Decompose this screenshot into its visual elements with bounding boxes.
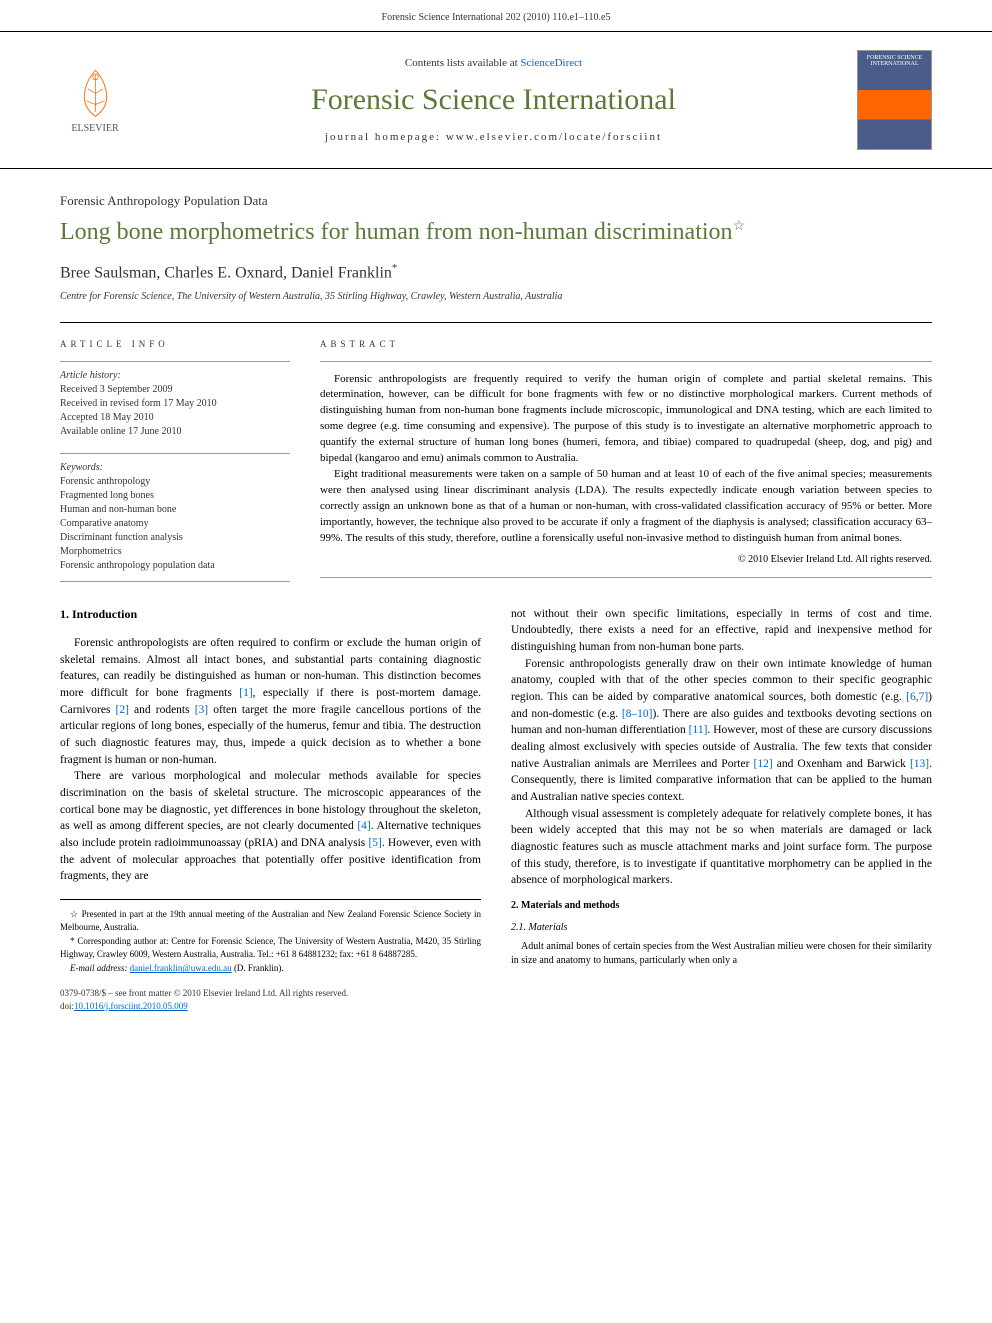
keyword-item: Comparative anatomy [60, 517, 290, 531]
footnote-email: E-mail address: daniel.franklin@uwa.edu.… [60, 962, 481, 975]
citation-link[interactable]: [1] [239, 687, 252, 699]
title-footnote-mark: ☆ [733, 219, 746, 234]
body-paragraph: Although visual assessment is completely… [511, 806, 932, 889]
contents-prefix: Contents lists available at [405, 57, 520, 69]
body-paragraph: Forensic anthropologists generally draw … [511, 656, 932, 806]
footnotes-block: ☆ Presented in part at the 19th annual m… [60, 899, 481, 975]
running-head: Forensic Science International 202 (2010… [0, 0, 992, 31]
history-label: Article history: [60, 370, 290, 381]
keyword-item: Human and non-human bone [60, 503, 290, 517]
history-item: Accepted 18 May 2010 [60, 411, 290, 425]
section-label: Forensic Anthropology Population Data [60, 193, 932, 209]
affiliation: Centre for Forensic Science, The Univers… [60, 291, 932, 302]
masthead-center: Contents lists available at ScienceDirec… [150, 57, 837, 143]
keyword-item: Fragmented long bones [60, 489, 290, 503]
left-column: 1. Introduction Forensic anthropologists… [60, 606, 481, 977]
body-paragraph: not without their own specific limitatio… [511, 606, 932, 656]
elsevier-tree-icon [68, 66, 123, 121]
abstract-heading: ABSTRACT [320, 339, 932, 349]
abstract-column: ABSTRACT Forensic anthropologists are fr… [320, 339, 932, 582]
history-item: Available online 17 June 2010 [60, 425, 290, 439]
section-heading-introduction: 1. Introduction [60, 606, 481, 623]
publisher-label: ELSEVIER [71, 123, 118, 134]
citation-link[interactable]: [2] [116, 704, 129, 716]
page-footer: 0379-0738/$ – see front matter © 2010 El… [0, 977, 992, 1032]
article-title: Long bone morphometrics for human from n… [60, 217, 932, 248]
citation-link[interactable]: [11] [689, 724, 708, 736]
abstract-paragraph: Forensic anthropologists are frequently … [320, 372, 932, 468]
footnote-star: ☆ Presented in part at the 19th annual m… [60, 908, 481, 933]
keyword-item: Morphometrics [60, 545, 290, 559]
citation-link[interactable]: [12] [754, 758, 773, 770]
contents-available-line: Contents lists available at ScienceDirec… [150, 57, 837, 69]
info-abstract-row: ARTICLE INFO Article history: Received 3… [60, 322, 932, 582]
citation-link[interactable]: [5] [368, 837, 381, 849]
journal-cover-thumbnail: FORENSIC SCIENCE INTERNATIONAL [857, 50, 932, 150]
section-heading-methods: 2. Materials and methods [511, 899, 932, 914]
corresponding-author-mark: * [392, 262, 398, 274]
doi-link[interactable]: 10.1016/j.forsciint.2010.05.009 [74, 1001, 188, 1011]
abstract-paragraph: Eight traditional measurements were take… [320, 467, 932, 547]
footer-doi-line: doi:10.1016/j.forsciint.2010.05.009 [60, 1000, 932, 1013]
history-item: Received in revised form 17 May 2010 [60, 397, 290, 411]
journal-homepage: journal homepage: www.elsevier.com/locat… [150, 131, 837, 143]
citation-link[interactable]: [3] [195, 704, 208, 716]
history-item: Received 3 September 2009 [60, 383, 290, 397]
right-column: not without their own specific limitatio… [511, 606, 932, 977]
email-label: E-mail address: [70, 963, 130, 973]
subsection-heading-materials: 2.1. Materials [511, 921, 932, 936]
article-history-block: Article history: Received 3 September 20… [60, 361, 290, 439]
citation-link[interactable]: [13] [910, 758, 929, 770]
body-paragraph: Forensic anthropologists are often requi… [60, 635, 481, 768]
article-front-matter: Forensic Anthropology Population Data Lo… [0, 169, 992, 582]
citation-link[interactable]: [6,7] [906, 691, 928, 703]
body-paragraph: There are various morphological and mole… [60, 768, 481, 885]
corresponding-email-link[interactable]: daniel.franklin@uwa.edu.au [130, 963, 232, 973]
keyword-item: Forensic anthropology population data [60, 559, 290, 573]
keyword-item: Discriminant function analysis [60, 531, 290, 545]
keywords-block: Keywords: Forensic anthropology Fragment… [60, 453, 290, 582]
body-paragraph: Adult animal bones of certain species fr… [511, 940, 932, 969]
footnote-corresponding: * Corresponding author at: Centre for Fo… [60, 935, 481, 960]
sciencedirect-link[interactable]: ScienceDirect [520, 57, 582, 69]
masthead: ELSEVIER Contents lists available at Sci… [0, 31, 992, 169]
author-names: Bree Saulsman, Charles E. Oxnard, Daniel… [60, 265, 392, 282]
body-text-columns: 1. Introduction Forensic anthropologists… [0, 606, 992, 977]
keyword-item: Forensic anthropology [60, 475, 290, 489]
abstract-body: Forensic anthropologists are frequently … [320, 361, 932, 579]
citation-link[interactable]: [8–10] [622, 708, 653, 720]
citation-link[interactable]: [4] [357, 820, 370, 832]
elsevier-logo: ELSEVIER [60, 60, 130, 140]
keywords-label: Keywords: [60, 462, 290, 473]
article-info-column: ARTICLE INFO Article history: Received 3… [60, 339, 290, 582]
journal-name: Forensic Science International [150, 83, 837, 117]
authors-line: Bree Saulsman, Charles E. Oxnard, Daniel… [60, 262, 932, 282]
article-info-heading: ARTICLE INFO [60, 339, 290, 349]
abstract-copyright: © 2010 Elsevier Ireland Ltd. All rights … [320, 553, 932, 568]
footer-copyright-line: 0379-0738/$ – see front matter © 2010 El… [60, 987, 932, 1000]
title-text: Long bone morphometrics for human from n… [60, 219, 733, 245]
